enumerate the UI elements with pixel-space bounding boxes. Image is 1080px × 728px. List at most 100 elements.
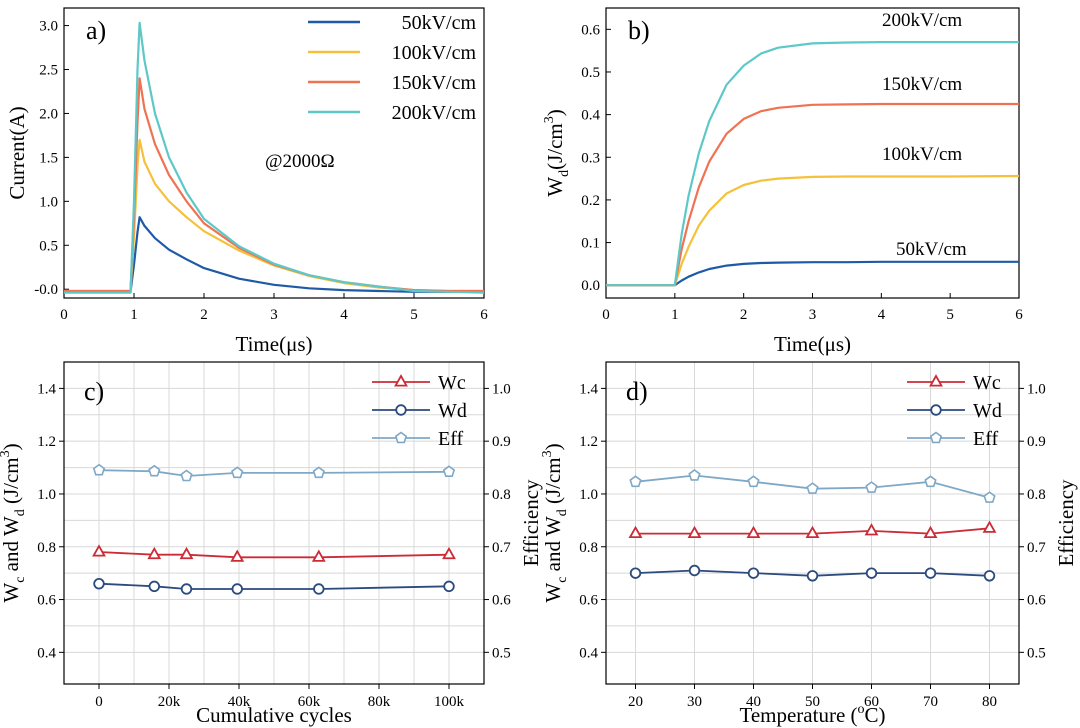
x-tick-label: 30 [687, 694, 702, 710]
y-axis-title-part: 3 [540, 450, 555, 457]
x-tick-label: 5 [410, 307, 418, 323]
point-marker [311, 549, 326, 562]
point-marker [923, 525, 938, 539]
y-tick-label: 1.4 [37, 381, 56, 397]
y2-tick-label: 0.6 [492, 593, 511, 609]
y2-tick-label: 0.5 [1027, 645, 1046, 661]
legend: Wc Wd Eff [907, 372, 1002, 450]
point-marker [747, 475, 760, 488]
y-axis-title-part: d [13, 509, 28, 516]
series-line-wd [98, 582, 450, 590]
y-tick-label: 0.6 [581, 22, 600, 38]
y-axis-title-part: (J/cm [0, 457, 23, 509]
legend-label: 100kV/cm [392, 42, 477, 64]
legend: Wc Wd Eff [372, 372, 467, 450]
y-tick-label: 1.0 [37, 487, 56, 503]
point-marker [929, 374, 943, 387]
x-axis-title-part: o [858, 702, 865, 717]
point-marker [394, 374, 408, 387]
y2-tick-label: 0.7 [1027, 540, 1046, 556]
x-tick-label: 40 [746, 694, 761, 710]
point-marker [688, 469, 701, 481]
x-tick-label: 3 [809, 307, 817, 323]
x-tick-label: 70 [923, 694, 938, 710]
panel-letter: b) [628, 16, 650, 45]
y-tick-label: 0.6 [579, 593, 598, 609]
y-axis-title-part: (J/cm [541, 457, 565, 509]
x-tick-label: 0 [60, 307, 68, 323]
panel-3: 20 30 40 50 60 70 80 0.4 0.6 0.8 1.0 1.2 1.4 0.5 0.6 0.… [540, 361, 1078, 727]
point-marker [865, 481, 878, 493]
x-axis-title: Temperature (oC) [739, 702, 885, 727]
point-marker [179, 546, 194, 560]
x-tick-label: 20k [158, 694, 181, 710]
y-axis-title-part: d [557, 170, 572, 177]
point-marker [929, 431, 943, 444]
y-tick-label: 0.1 [581, 236, 600, 252]
point-marker [231, 466, 244, 479]
y-axis-title-part: d [555, 509, 570, 516]
point-marker [394, 431, 408, 444]
y-tick-label: 1.0 [579, 487, 598, 503]
y-tick-label: 0.4 [579, 645, 598, 661]
point-marker [688, 564, 701, 577]
x-tick-label: 1 [130, 307, 138, 323]
x-tick-label: 2 [200, 307, 208, 323]
point-marker [231, 583, 243, 595]
panel-letter: c) [84, 377, 104, 406]
point-marker [924, 475, 937, 488]
x-tick-label: 100k [434, 694, 465, 710]
y-tick-label: 1.5 [39, 150, 58, 166]
y-axis-title-part: ) [543, 109, 567, 116]
y-axis-title-part: and W [0, 516, 23, 576]
curve-label: 150kV/cm [882, 74, 962, 95]
point-marker [629, 567, 642, 579]
x-tick-label: 80 [982, 694, 997, 710]
x-tick-label: 0 [602, 307, 610, 323]
x-tick-label: 6 [480, 307, 488, 323]
y-axis-title-part: c [13, 577, 28, 583]
point-marker [230, 549, 245, 562]
y-axis-title-part: 3 [542, 116, 557, 123]
point-marker [443, 580, 455, 593]
y-tick-label: 3.0 [39, 19, 58, 35]
point-marker [92, 544, 106, 557]
series-line-50kV-cm [606, 260, 1019, 287]
legend-label: Wd [973, 400, 1002, 422]
point-marker [806, 570, 819, 582]
y2-tick-label: 0.9 [1027, 434, 1046, 450]
point-marker [983, 570, 996, 582]
point-marker [148, 580, 161, 593]
y2-tick-label: 0.8 [492, 487, 511, 503]
legend: 50kV/cm 100kV/cm 150kV/cm 200kV/cm [308, 12, 476, 124]
point-marker [312, 466, 325, 479]
point-marker [746, 525, 761, 539]
point-marker [180, 583, 193, 595]
x-tick-label: 20 [628, 694, 643, 710]
y-tick-label: 2.0 [39, 106, 58, 122]
y-axis-title: Wc and Wd (J/cm3) [540, 443, 570, 602]
x-tick-label: 4 [340, 307, 348, 323]
y-tick-label: 1.0 [39, 194, 58, 210]
point-marker [687, 525, 702, 539]
series-line-200kV-cm [64, 21, 485, 294]
x-tick-label: 60 [864, 694, 879, 710]
legend-label: Eff [438, 428, 464, 450]
legend-label: 200kV/cm [392, 102, 477, 124]
y-tick-label: 0.8 [579, 540, 598, 556]
point-marker [806, 482, 819, 494]
y-tick-label: 0.0 [581, 278, 600, 294]
point-marker [395, 404, 407, 416]
series-line-eff [98, 469, 450, 477]
legend-label: Wc [438, 372, 466, 394]
y-axis-title-part: (J/cm [543, 123, 567, 170]
point-marker [442, 465, 456, 478]
y-tick-label: 0.4 [37, 645, 56, 661]
y-axis-title: Wc and Wd (J/cm3) [0, 443, 28, 602]
y2-axis-title: Efficiency [519, 479, 543, 567]
y2-tick-label: 1.0 [492, 381, 511, 397]
x-tick-label: 4 [878, 307, 886, 323]
x-axis-title: Time(μs) [774, 332, 851, 356]
y-axis-title: Current(A) [5, 106, 29, 199]
point-marker [93, 578, 105, 590]
